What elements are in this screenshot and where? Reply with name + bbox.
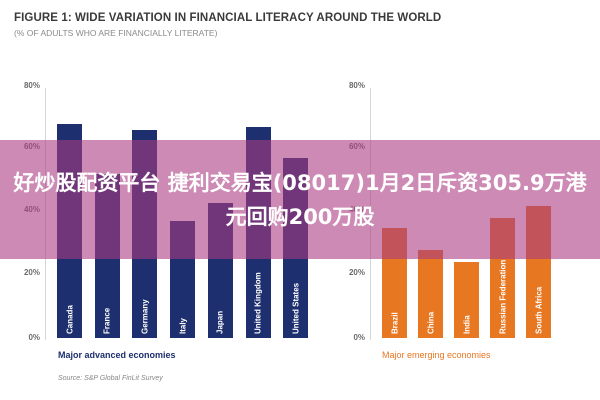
y-tick-80-right: 80% bbox=[348, 81, 365, 90]
chart-subtitle: (% OF ADULTS WHO ARE FINANCIALLY LITERAT… bbox=[14, 28, 218, 38]
overlay-banner[interactable]: 好炒股配资平台 捷利交易宝(08017)1月2日斥资305.9万港元回购200万… bbox=[0, 140, 600, 259]
advanced-group-label: Major advanced economies bbox=[58, 350, 176, 360]
emerging-group-label: Major emerging economies bbox=[382, 350, 491, 360]
y-tick-80: 80% bbox=[23, 81, 40, 90]
bar-label: United States bbox=[291, 282, 301, 334]
source-note: Source: S&P Global FinLit Survey bbox=[58, 375, 163, 382]
y-tick-20: 20% bbox=[23, 268, 40, 277]
bar-label: Italy bbox=[178, 317, 188, 334]
bar-india: India bbox=[454, 262, 479, 338]
y-tick-0-right: 0% bbox=[353, 333, 365, 342]
banner-headline[interactable]: 好炒股配资平台 捷利交易宝(08017)1月2日斥资305.9万港元回购200万… bbox=[13, 170, 587, 229]
chart-title: FIGURE 1: WIDE VARIATION IN FINANCIAL LI… bbox=[14, 12, 442, 24]
bar-label: Japan bbox=[215, 310, 225, 334]
y-tick-20-right: 20% bbox=[348, 268, 365, 277]
bar-label: Brazil bbox=[390, 312, 399, 334]
bar-label: Germany bbox=[140, 299, 150, 334]
bar-label: United Kingdom bbox=[253, 272, 263, 334]
bar-label: India bbox=[462, 315, 471, 334]
bar-label: South Africa bbox=[534, 286, 543, 334]
bar-label: Canada bbox=[65, 305, 74, 334]
bar-label: France bbox=[102, 307, 112, 334]
bar-label: Russian Federation bbox=[498, 259, 507, 334]
bar-china: China bbox=[418, 249, 443, 338]
bar-label: China bbox=[426, 311, 435, 334]
y-tick-0: 0% bbox=[28, 333, 40, 342]
